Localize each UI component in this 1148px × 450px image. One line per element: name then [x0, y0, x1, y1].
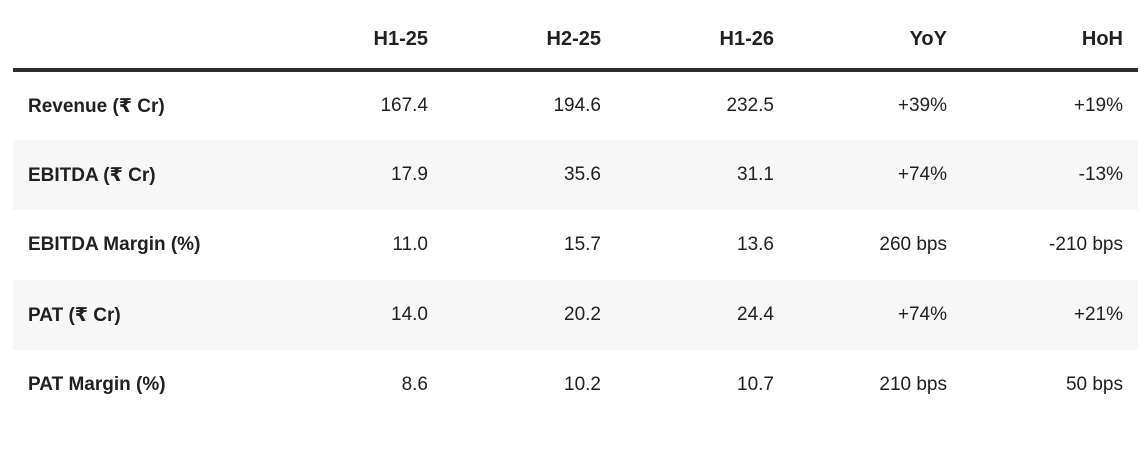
table-row-pat-margin: PAT Margin (%) 8.6 10.2 10.7 210 bps 50 …	[13, 350, 1138, 420]
cell-ebitda-margin-h2-25: 15.7	[564, 234, 601, 255]
row-label-ebitda: EBITDA (₹ Cr)	[28, 164, 156, 186]
cell-ebitda-h2-25: 35.6	[564, 164, 601, 185]
column-header-h1-25: H1-25	[270, 0, 443, 72]
column-header-yoy: YoY	[789, 0, 962, 72]
row-label-pat-margin: PAT Margin (%)	[28, 374, 166, 395]
cell-ebitda-hoh: -13%	[1078, 164, 1123, 185]
cell-pat-margin-h1-25: 8.6	[401, 374, 428, 395]
cell-revenue-hoh: +19%	[1073, 95, 1123, 116]
cell-revenue-h1-25: 167.4	[380, 95, 428, 116]
column-header-hoh: HoH	[962, 0, 1138, 72]
table-row-revenue: Revenue (₹ Cr) 167.4 194.6 232.5 +39% +1…	[13, 70, 1138, 140]
table-row-pat: PAT (₹ Cr) 14.0 20.2 24.4 +74% +21%	[13, 280, 1138, 350]
cell-ebitda-margin-yoy: 260 bps	[879, 234, 947, 255]
cell-pat-margin-yoy: 210 bps	[879, 374, 947, 395]
cell-pat-h1-25: 14.0	[391, 304, 428, 325]
cell-ebitda-h1-26: 31.1	[737, 164, 774, 185]
row-label-revenue: Revenue (₹ Cr)	[28, 95, 165, 117]
table-row-ebitda-margin: EBITDA Margin (%) 11.0 15.7 13.6 260 bps…	[13, 210, 1138, 280]
cell-revenue-yoy: +39%	[897, 95, 947, 116]
cell-pat-margin-h2-25: 10.2	[564, 374, 601, 395]
cell-pat-yoy: +74%	[897, 304, 947, 325]
column-header-metric	[13, 0, 270, 72]
header-row: H1-25 H2-25 H1-26 YoY HoH	[13, 0, 1138, 72]
cell-pat-margin-hoh: 50 bps	[1065, 374, 1123, 395]
row-label-pat: PAT (₹ Cr)	[28, 304, 121, 326]
cell-pat-h1-26: 24.4	[737, 304, 774, 325]
row-label-ebitda-margin: EBITDA Margin (%)	[28, 234, 201, 255]
cell-ebitda-margin-hoh: -210 bps	[1049, 234, 1123, 255]
cell-revenue-h2-25: 194.6	[553, 95, 601, 116]
cell-revenue-h1-26: 232.5	[726, 95, 774, 116]
table-row-ebitda: EBITDA (₹ Cr) 17.9 35.6 31.1 +74% -13%	[13, 140, 1138, 210]
column-header-h2-25: H2-25	[443, 0, 616, 72]
column-header-h1-26: H1-26	[616, 0, 789, 72]
cell-ebitda-margin-h1-26: 13.6	[737, 234, 774, 255]
cell-pat-hoh: +21%	[1073, 304, 1123, 325]
cell-ebitda-margin-h1-25: 11.0	[392, 234, 428, 255]
cell-pat-margin-h1-26: 10.7	[737, 374, 774, 395]
cell-pat-h2-25: 20.2	[564, 304, 601, 325]
cell-ebitda-h1-25: 17.9	[391, 164, 428, 185]
half-yearly-financials-table: H1-25 H2-25 H1-26 YoY HoH Revenue (₹ Cr)…	[13, 0, 1138, 420]
cell-ebitda-yoy: +74%	[897, 164, 947, 185]
